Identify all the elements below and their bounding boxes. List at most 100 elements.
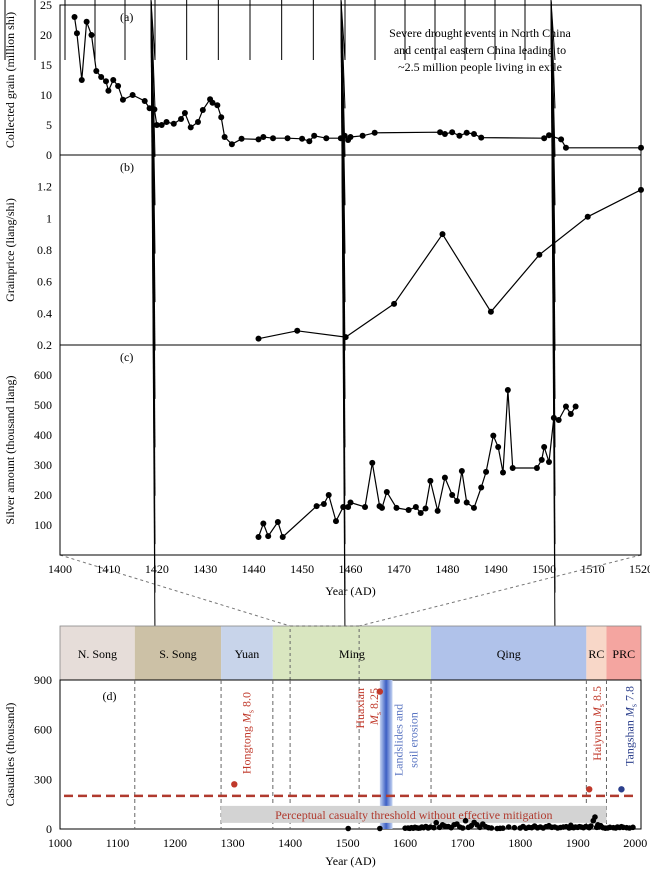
x-tick-label: 1700	[451, 836, 475, 850]
zoom-connector-right	[359, 554, 642, 627]
annotation-text: ~2.5 million people living in exile	[398, 60, 562, 74]
y-tick-label: 1	[46, 211, 52, 225]
data-point	[228, 141, 235, 148]
data-point	[538, 456, 545, 463]
dynasty-label: RC	[588, 647, 604, 661]
dynasty-label: S. Song	[159, 647, 196, 661]
y-tick-label: 15	[40, 58, 52, 72]
y-tick-label: 25	[40, 0, 52, 12]
data-point	[170, 120, 177, 127]
data-point	[110, 77, 117, 83]
data-point	[163, 119, 170, 125]
data-point	[311, 132, 318, 139]
dynasty-label: Qing	[497, 647, 521, 661]
data-point	[88, 32, 95, 38]
x-tick-label: 1100	[106, 836, 130, 850]
data-point	[238, 135, 245, 142]
data-point	[458, 468, 465, 474]
y-tick-label: 300	[34, 772, 52, 786]
event-label-sub: s	[597, 704, 606, 707]
event-label: Ms 8.25	[367, 688, 383, 726]
dynasty-label: Ming	[339, 647, 365, 661]
event-point	[376, 688, 384, 695]
x-tick-label: 1430	[193, 562, 217, 576]
x-tick-label: 1800	[508, 836, 532, 850]
event-point	[231, 781, 238, 788]
data-point	[270, 135, 277, 142]
data-point	[313, 503, 320, 510]
data-point	[115, 83, 122, 89]
series-line	[257, 389, 577, 539]
data-point	[412, 504, 419, 510]
data-point	[369, 459, 376, 466]
data-point	[178, 116, 185, 122]
data-point	[391, 300, 398, 307]
dynasty-band	[221, 626, 273, 680]
y-tick-label: 5	[46, 118, 52, 132]
event-label-m: M	[239, 712, 253, 724]
y-tick-label: 0.8	[37, 243, 52, 257]
data-point	[417, 510, 424, 516]
panel-label: (c)	[120, 350, 133, 364]
data-point	[441, 131, 448, 137]
data-point	[427, 477, 434, 484]
data-point	[638, 186, 644, 193]
data-point	[495, 444, 502, 450]
event-label-name: Tangshan	[622, 717, 636, 766]
data-point	[98, 74, 105, 80]
event-label-mag: 7.8	[622, 686, 636, 704]
data-point	[422, 505, 429, 512]
data-point	[546, 459, 553, 465]
y-axis-label: Casualties (thousand)	[3, 703, 17, 807]
dynasty-band	[134, 626, 222, 680]
highlight-band-label: soil erosion	[406, 712, 420, 768]
data-point	[294, 327, 301, 334]
data-point	[449, 492, 456, 498]
data-point	[441, 474, 448, 481]
data-point	[214, 102, 221, 109]
y-tick-label: 0	[46, 822, 52, 836]
event-label-m: M	[590, 706, 604, 718]
data-point	[470, 504, 477, 511]
y-tick-label: 200	[34, 488, 52, 502]
x-tick-label: 1510	[581, 562, 605, 576]
zoom-connector-left	[59, 554, 291, 627]
event-label: Tangshan Ms 7.8	[622, 686, 638, 766]
data-point	[221, 134, 228, 140]
data-point	[439, 231, 446, 238]
y-axis-label: Grainprice (liang/shi)	[3, 198, 17, 302]
data-point	[141, 98, 148, 104]
event-label-m: M	[367, 714, 381, 726]
x-tick-label: 1300	[221, 836, 245, 850]
x-tick-label: 1400	[278, 836, 302, 850]
y-tick-label: 300	[34, 458, 52, 472]
data-point	[359, 132, 366, 139]
y-tick-label: 0.6	[37, 275, 52, 289]
data-point	[541, 444, 548, 450]
data-point	[462, 817, 469, 824]
event-label-mag: 8.0	[239, 692, 253, 710]
data-point	[255, 534, 262, 540]
y-tick-label: 0.2	[37, 338, 52, 352]
data-point	[325, 492, 332, 498]
highlight-band-label: Landslides and	[391, 704, 405, 776]
event-point	[618, 786, 625, 793]
y-tick-label: 10	[40, 88, 52, 102]
data-point	[490, 432, 497, 439]
y-tick-label: 500	[34, 398, 52, 412]
threshold-label: Perceptual casualty threshold without ef…	[275, 808, 552, 822]
data-point	[323, 135, 330, 142]
x-axis-label: Year (AD)	[325, 854, 375, 868]
y-tick-label: 20	[40, 28, 52, 42]
dynasty-band	[586, 626, 607, 680]
data-point	[306, 138, 313, 145]
y-tick-label: 900	[34, 673, 52, 687]
data-point	[181, 110, 188, 116]
data-point	[562, 144, 569, 151]
x-tick-label: 1600	[393, 836, 417, 850]
y-tick-label: 600	[34, 723, 52, 737]
x-tick-mark	[550, 0, 556, 642]
data-point	[431, 824, 437, 831]
data-point	[151, 106, 158, 113]
x-tick-label: 1420	[145, 562, 169, 576]
